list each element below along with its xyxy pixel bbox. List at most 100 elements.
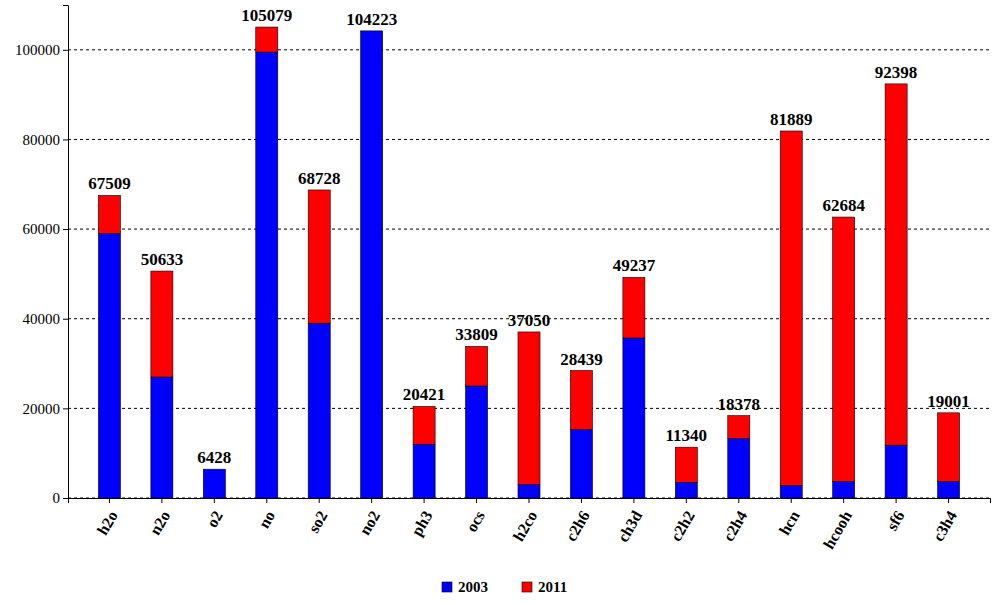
x-tick-mark xyxy=(319,498,320,503)
x-tick-mark xyxy=(633,498,634,503)
x-tick: ch3d xyxy=(614,498,645,545)
y-tick-label: 80000 xyxy=(23,132,61,148)
total-label: 11340 xyxy=(666,426,708,445)
x-tick: c2h6 xyxy=(562,498,593,544)
y-tick-mark xyxy=(63,408,68,409)
bar xyxy=(361,30,383,31)
totals: 6750950633642810507968728104223204213380… xyxy=(88,6,970,467)
x-tick-label: c3h4 xyxy=(929,508,960,544)
bar xyxy=(518,485,540,498)
y-axis-line xyxy=(63,6,69,499)
y-tick-label: 0 xyxy=(53,490,61,506)
x-tick-label: c2h2 xyxy=(667,508,698,544)
x-tick: hcooh xyxy=(820,498,855,552)
bar xyxy=(728,416,750,439)
x-tick-mark xyxy=(948,498,949,503)
series-1 xyxy=(98,27,959,485)
x-tick-label: o2 xyxy=(203,508,226,530)
x-tick: ocs xyxy=(463,498,488,535)
series-0 xyxy=(98,31,959,498)
x-tick-mark xyxy=(529,498,530,503)
bar xyxy=(98,234,120,498)
legend-label: 2003 xyxy=(458,579,488,595)
y-tick-label: 20000 xyxy=(23,401,61,417)
bar xyxy=(570,371,592,430)
bar xyxy=(256,52,278,498)
bar xyxy=(518,332,540,485)
x-tick: n2o xyxy=(146,498,173,538)
bar xyxy=(938,413,960,482)
total-label: 62684 xyxy=(822,196,865,215)
y-tick: 20000 xyxy=(23,401,69,417)
x-tick: so2 xyxy=(305,498,331,536)
total-label: 6428 xyxy=(197,448,231,467)
grid xyxy=(68,50,990,498)
bar xyxy=(413,406,435,444)
bar xyxy=(780,131,802,485)
bar xyxy=(308,323,330,498)
bar xyxy=(308,190,330,323)
bars xyxy=(98,27,959,498)
bar xyxy=(780,485,802,498)
legend-swatch xyxy=(522,582,532,592)
x-tick: ph3 xyxy=(408,498,436,539)
y-tick: 100000 xyxy=(15,42,68,58)
legend-swatch xyxy=(442,582,452,592)
bar xyxy=(623,277,645,338)
x-tick-label: ch3d xyxy=(614,508,645,545)
x-tick-mark xyxy=(476,498,477,503)
y-axis: 0 20000 40000 60000 80000 100000 xyxy=(15,6,69,507)
total-label: 19001 xyxy=(927,392,970,411)
y-tick: 40000 xyxy=(23,311,69,327)
total-label: 33809 xyxy=(455,325,498,344)
x-tick: h2co xyxy=(510,498,541,544)
grid-line xyxy=(68,139,990,140)
x-axis: h2on2oo2noso2no2ph3ocsh2coc2h6ch3dc2h2c2… xyxy=(69,498,991,552)
total-label: 28439 xyxy=(560,350,603,369)
x-tick-label: ocs xyxy=(463,508,488,535)
total-label: 20421 xyxy=(403,385,446,404)
x-tick-mark xyxy=(214,498,215,503)
y-tick-label: 100000 xyxy=(15,42,60,58)
x-tick-label: h2co xyxy=(510,508,541,544)
bar xyxy=(570,429,592,498)
x-tick: no xyxy=(255,498,278,531)
y-tick-mark xyxy=(63,229,68,230)
x-tick-label: no2 xyxy=(356,508,383,538)
x-tick-label: so2 xyxy=(305,508,331,536)
x-tick-label: n2o xyxy=(146,508,173,538)
x-tick-label: c2h4 xyxy=(720,508,751,544)
x-tick: sf6 xyxy=(883,498,908,533)
bar xyxy=(623,338,645,498)
chart: 6750950633642810507968728104223204213380… xyxy=(0,0,999,605)
bar xyxy=(98,195,120,233)
total-label: 68728 xyxy=(298,169,341,188)
bar xyxy=(938,481,960,498)
x-tick-label: ph3 xyxy=(408,508,436,539)
x-tick: o2 xyxy=(203,498,226,530)
legend: 2003 2011 xyxy=(442,579,567,595)
legend-label: 2011 xyxy=(538,579,567,595)
x-tick: hcn xyxy=(776,498,803,538)
x-tick-label: hcn xyxy=(776,508,803,538)
bar xyxy=(203,469,225,470)
x-tick-mark xyxy=(581,498,582,503)
x-tick: c3h4 xyxy=(929,498,960,544)
y-tick: 80000 xyxy=(23,132,69,148)
total-label: 49237 xyxy=(613,256,656,275)
bar xyxy=(885,445,907,498)
bar xyxy=(675,482,697,498)
y-tick-label: 60000 xyxy=(23,221,61,237)
y-tick-label: 40000 xyxy=(23,311,61,327)
x-tick-mark xyxy=(371,498,372,503)
bar xyxy=(675,447,697,482)
x-tick-mark xyxy=(109,498,110,503)
total-label: 92398 xyxy=(875,63,918,82)
x-tick-label: hcooh xyxy=(820,508,855,552)
bar xyxy=(833,217,855,481)
x-tick: c2h2 xyxy=(667,498,698,544)
x-tick-mark xyxy=(266,498,267,503)
x-tick-mark xyxy=(424,498,425,503)
bar xyxy=(833,481,855,498)
total-label: 81889 xyxy=(770,110,813,129)
